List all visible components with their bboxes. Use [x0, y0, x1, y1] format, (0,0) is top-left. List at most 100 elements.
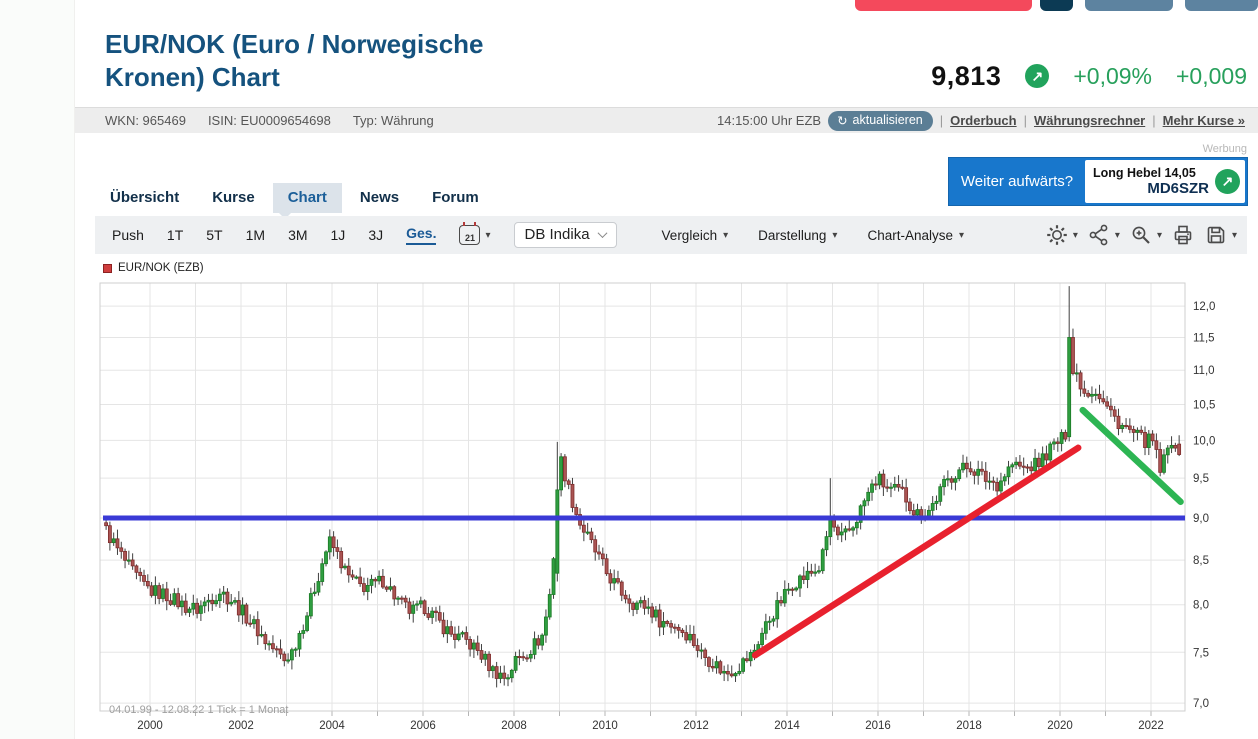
svg-text:2010: 2010 [592, 720, 618, 732]
chevron-down-icon: ▾ [832, 229, 838, 241]
save-button[interactable]: ▾ [1204, 223, 1237, 247]
refresh-icon: ↻ [837, 113, 848, 128]
svg-text:7,5: 7,5 [1193, 647, 1209, 659]
waehrungsrechner-link[interactable]: Währungsrechner [1033, 113, 1146, 128]
chevron-down-icon: ▾ [1231, 229, 1237, 241]
tab-news[interactable]: News [359, 189, 400, 206]
svg-text:2008: 2008 [501, 720, 527, 732]
tab-uebersicht[interactable]: Übersicht [110, 189, 180, 206]
range-ges[interactable]: Ges. [406, 225, 437, 245]
chart-legend[interactable]: EUR/NOK (EZB) [103, 262, 204, 274]
menu-vergleich[interactable]: Vergleich ▾ [661, 227, 729, 243]
tab-kurse[interactable]: Kurse [212, 189, 255, 206]
svg-text:2022: 2022 [1138, 720, 1164, 732]
top-nav-button-red[interactable] [855, 0, 1032, 11]
svg-text:2014: 2014 [774, 720, 800, 732]
top-nav-button-slate-2[interactable] [1185, 0, 1258, 11]
price-chart[interactable]: 7,0 7,5 8,0 8,5 9,0 9,5 10,0 10,5 11,0 11,5 12,0 20… [95, 258, 1257, 738]
ad-product-code: MD6SZR [1147, 180, 1209, 197]
mehr-kurse-link[interactable]: Mehr Kurse » [1162, 113, 1245, 128]
share-icon [1089, 224, 1108, 246]
section-tabs: Übersicht Kurse Chart News Forum [95, 183, 494, 213]
range-1t[interactable]: 1T [166, 227, 184, 243]
indicator-select[interactable]: DB Indika [513, 222, 617, 248]
ad-banner[interactable]: Weiter aufwärts? Long Hebel 14,05 MD6SZR… [948, 157, 1248, 206]
top-nav-button-navy[interactable] [1040, 0, 1073, 11]
active-tab-notch [277, 211, 293, 219]
svg-text:11,0: 11,0 [1193, 365, 1215, 377]
calendar-icon: 21 [459, 222, 481, 245]
settings-button[interactable]: ▾ [1045, 223, 1078, 247]
orderbuch-link[interactable]: Orderbuch [950, 113, 1017, 128]
svg-text:2012: 2012 [683, 720, 709, 732]
ad-up-arrow-icon: ↗ [1215, 169, 1240, 194]
up-arrow-icon: ↗ [1025, 64, 1050, 88]
chevron-down-icon: ▾ [1156, 229, 1162, 241]
page-title: EUR/NOK (Euro / Norwegische Kronen) Char… [105, 28, 625, 95]
top-nav-button-slate-1[interactable] [1085, 0, 1173, 11]
wkn: WKN: 965469 [105, 113, 186, 128]
chevron-down-icon: ▾ [1114, 229, 1120, 241]
svg-text:7,0: 7,0 [1193, 698, 1209, 710]
gear-icon [1047, 225, 1067, 245]
range-5t[interactable]: 5T [206, 227, 223, 243]
range-3m[interactable]: 3M [288, 227, 308, 243]
chart-panel: EUR/NOK (EZB) 7,0 7,5 8,0 8,5 9,0 9,5 10,0 10,5… [95, 258, 1257, 738]
chevron-down-icon: ▾ [485, 229, 491, 241]
quote-block: 9,813 ↗ +0,09% +0,009 [820, 58, 1247, 94]
chevron-down-icon: ▾ [1072, 229, 1078, 241]
change-percent: +0,09% [1073, 62, 1152, 89]
ad-product-box[interactable]: Long Hebel 14,05 MD6SZR ↗ [1085, 160, 1245, 203]
save-icon [1207, 226, 1225, 244]
date-range-picker[interactable]: 21 ▾ [459, 222, 491, 245]
tab-chart[interactable]: Chart [272, 183, 342, 213]
instrument-ids: WKN: 965469 ISIN: EU0009654698 Typ: Währ… [105, 113, 434, 128]
typ: Typ: Währung [352, 113, 434, 128]
page-title-line2: Kronen) Chart [105, 62, 280, 93]
quote-time: 14:15:00 Uhr EZB [717, 113, 822, 128]
svg-text:04.01.99 - 12.08.22 1 Tick =: 04.01.99 - 12.08.22 1 Tick = 1 Monat [109, 704, 288, 716]
series-color-swatch [103, 263, 112, 273]
svg-text:9,5: 9,5 [1193, 473, 1209, 485]
svg-text:9,0: 9,0 [1193, 513, 1209, 525]
chart-toolbar: Push 1T 5T 1M 3M 1J 3J Ges. 21 ▾ DB Indi… [95, 216, 1247, 254]
chevron-down-icon [597, 228, 607, 239]
range-push[interactable]: Push [112, 227, 144, 243]
menu-chart-analyse[interactable]: Chart-Analyse ▾ [867, 227, 965, 243]
range-1j[interactable]: 1J [330, 227, 346, 243]
ad-question: Weiter aufwärts? [960, 173, 1074, 190]
chevron-down-icon: ▾ [723, 229, 729, 241]
svg-text:10,5: 10,5 [1193, 399, 1215, 411]
svg-text:10,0: 10,0 [1193, 435, 1215, 447]
print-button[interactable] [1171, 223, 1195, 247]
page-title-line1: EUR/NOK (Euro / Norwegische [105, 29, 484, 59]
refresh-button[interactable]: ↻ aktualisieren [828, 110, 933, 131]
svg-text:2004: 2004 [319, 720, 345, 732]
range-1m[interactable]: 1M [245, 227, 266, 243]
chevron-down-icon: ▾ [959, 229, 965, 241]
tab-forum[interactable]: Forum [432, 189, 479, 206]
instrument-info-bar: WKN: 965469 ISIN: EU0009654698 Typ: Währ… [75, 107, 1258, 133]
last-price: 9,813 [931, 60, 1002, 91]
zoom-button[interactable]: ▾ [1129, 223, 1162, 247]
svg-text:2000: 2000 [137, 720, 163, 732]
change-absolute: +0,009 [1176, 62, 1247, 89]
svg-text:2020: 2020 [1047, 720, 1073, 732]
ad-product-name: Long Hebel 14,05 [1093, 166, 1196, 180]
svg-text:2018: 2018 [956, 720, 982, 732]
page-left-margin [0, 0, 75, 739]
link-separator: | [939, 113, 944, 128]
share-button[interactable]: ▾ [1087, 223, 1120, 247]
svg-text:11,5: 11,5 [1193, 332, 1215, 344]
menu-darstellung[interactable]: Darstellung ▾ [758, 227, 838, 243]
svg-text:8,0: 8,0 [1193, 600, 1209, 612]
svg-text:2002: 2002 [228, 720, 254, 732]
series-name: EUR/NOK (EZB) [118, 262, 204, 274]
svg-text:2006: 2006 [410, 720, 436, 732]
range-3j[interactable]: 3J [368, 227, 384, 243]
isin: ISIN: EU0009654698 [207, 113, 331, 128]
printer-icon [1174, 225, 1192, 245]
svg-text:8,5: 8,5 [1193, 555, 1209, 567]
werbung-label: Werbung [1202, 143, 1247, 155]
zoom-in-icon [1132, 226, 1150, 244]
